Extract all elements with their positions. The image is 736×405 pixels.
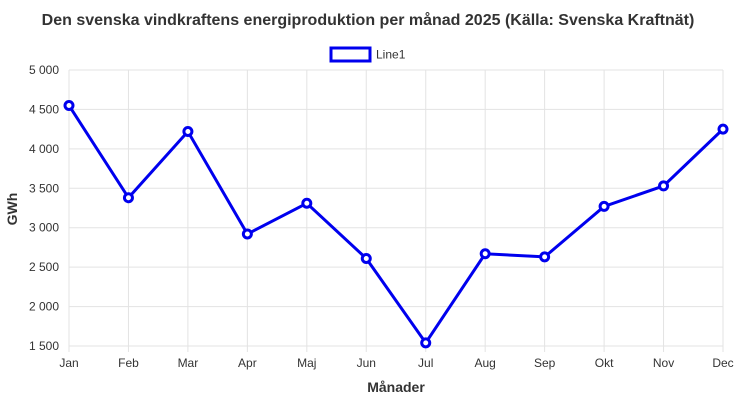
data-point[interactable] <box>182 126 194 138</box>
x-tick-label: Okt <box>595 356 614 370</box>
y-tick-label: 2 000 <box>29 300 59 314</box>
y-tick-label: 3 000 <box>29 221 59 235</box>
data-point[interactable] <box>717 123 729 135</box>
x-tick-label: Dec <box>712 356 733 370</box>
x-gridlines <box>68 70 724 352</box>
x-axis-label: Månader <box>367 379 425 395</box>
y-tick-label: 1 500 <box>29 339 59 353</box>
x-tick-label: Jun <box>357 356 376 370</box>
data-point[interactable] <box>479 248 491 260</box>
data-point[interactable] <box>539 251 551 263</box>
y-tick-label: 4 000 <box>29 142 59 156</box>
data-point[interactable] <box>658 180 670 192</box>
legend-label: Line1 <box>376 48 406 62</box>
data-point[interactable] <box>360 252 372 264</box>
x-tick-label: Nov <box>653 356 674 370</box>
legend-swatch <box>329 46 372 63</box>
x-tick-label: Mar <box>178 356 199 370</box>
x-tick-label: Apr <box>238 356 257 370</box>
data-point[interactable] <box>420 337 432 349</box>
series-line1 <box>63 99 729 349</box>
x-tick-label: Jan <box>59 356 78 370</box>
legend[interactable]: Line1 <box>329 46 406 63</box>
y-gridlines <box>69 69 723 347</box>
data-point[interactable] <box>598 200 610 212</box>
y-tick-labels: 1 500 2 000 2 500 3 000 3 500 4 000 4 500 5 000 <box>29 63 59 353</box>
data-point[interactable] <box>241 228 253 240</box>
y-tick-label: 5 000 <box>29 63 59 77</box>
y-axis-label: GWh <box>4 193 20 226</box>
x-tick-label: Sep <box>534 356 556 370</box>
y-tick-label: 3 500 <box>29 181 59 195</box>
x-tick-labels: Jan Feb Mar Apr Maj Jun Jul Aug Sep Okt Nov Dec <box>59 356 733 370</box>
data-point[interactable] <box>122 192 134 204</box>
data-point[interactable] <box>301 197 313 209</box>
chart-title: Den svenska vindkraftens energiproduktio… <box>42 11 695 29</box>
x-tick-label: Feb <box>118 356 139 370</box>
x-tick-label: Maj <box>297 356 316 370</box>
x-tick-label: Jul <box>418 356 433 370</box>
y-tick-label: 4 500 <box>29 102 59 116</box>
y-tick-label: 2 500 <box>29 260 59 274</box>
series-line <box>67 104 725 346</box>
x-tick-label: Aug <box>475 356 496 370</box>
data-point[interactable] <box>63 99 75 111</box>
